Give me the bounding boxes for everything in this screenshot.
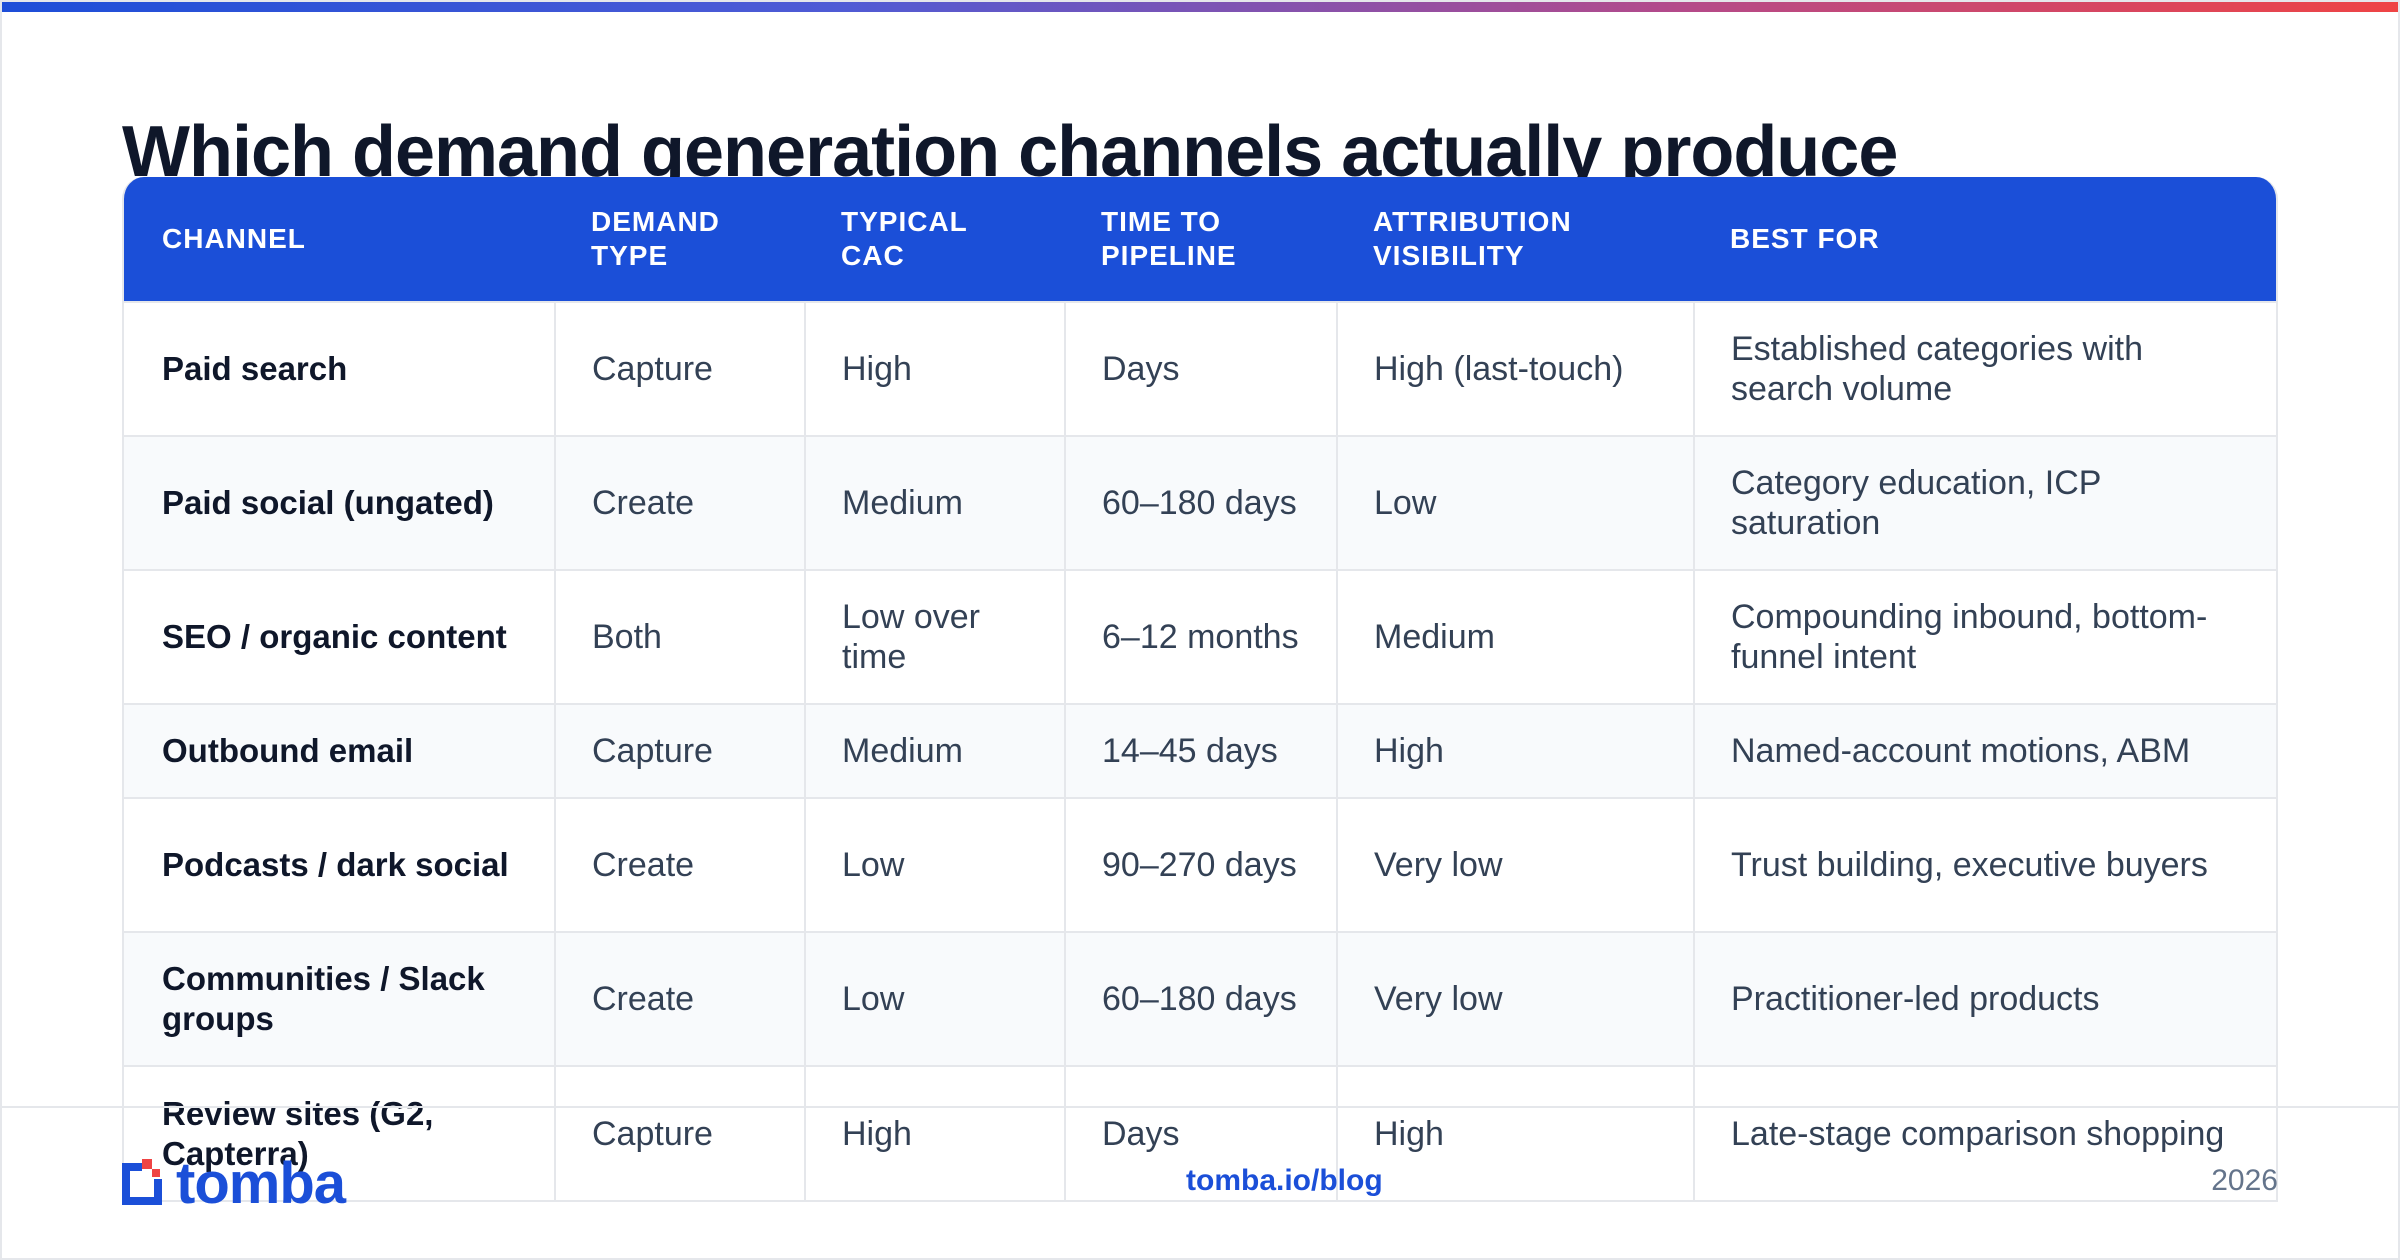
cell-channel: Review sites (G2, Capterra) [124,1065,556,1200]
logo-wordmark: tomba [176,1151,346,1216]
cell-time-to-pipeline: Days [1065,1065,1338,1200]
cell-channel: Podcasts / dark social [124,797,556,932]
footer-divider [0,1106,2400,1108]
cell-best-for: Compounding inbound, bottom-funnel inten… [1694,569,2276,704]
header-line: ATTRIBUTION [1373,206,1572,237]
cell-typical-cac: High [805,301,1066,436]
blog-link[interactable]: tomba.io/blog [1186,1164,1383,1197]
cell-demand-type: Capture [555,301,806,436]
header-line: TIME TO [1101,206,1222,237]
cell-attribution: Very low [1337,797,1695,932]
cell-demand-type: Capture [555,703,806,798]
cell-time-to-pipeline: 90–270 days [1065,797,1338,932]
top-gradient-bar [0,0,2400,12]
header-line: CHANNEL [162,223,306,254]
cell-best-for: Established categories with search volum… [1694,301,2276,436]
cell-typical-cac: Low [805,931,1066,1066]
cell-time-to-pipeline: 14–45 days [1065,703,1338,798]
cell-demand-type: Capture [555,1065,806,1200]
cell-demand-type: Create [555,435,806,570]
cell-best-for: Trust building, executive buyers [1694,797,2276,932]
channels-table: CHANNEL DEMAND TYPE TYPICAL CAC TIME TO PIP… [124,177,2276,1200]
cell-typical-cac: Low over time [805,569,1066,704]
header-line: TYPICAL [841,206,968,237]
cell-time-to-pipeline: Days [1065,301,1338,436]
cell-channel: Paid social (ungated) [124,435,556,570]
cell-attribution: Medium [1337,569,1695,704]
cell-typical-cac: Medium [805,703,1066,798]
cell-typical-cac: Medium [805,435,1066,570]
cell-best-for: Named-account motions, ABM [1694,703,2276,798]
table-row: Paid search Capture High Days High (last… [124,301,2276,436]
header-line: CAC [841,240,905,271]
cell-best-for: Late-stage comparison shopping [1694,1065,2276,1200]
header-line: PIPELINE [1101,240,1237,271]
header-line: VISIBILITY [1373,240,1525,271]
cell-attribution: High [1337,703,1695,798]
title-clip: Which demand generation channels actuall… [122,108,2272,178]
cell-typical-cac: High [805,1065,1066,1200]
page-title: Which demand generation channels actuall… [122,112,1898,178]
footer-year: 2026 [2211,1164,2278,1197]
header-channel: CHANNEL [124,177,555,302]
header-line: DEMAND [591,206,720,237]
cell-demand-type: Both [555,569,806,704]
header-attribution-visibility: ATTRIBUTION VISIBILITY [1337,177,1694,302]
table-row: Podcasts / dark social Create Low 90–270… [124,797,2276,932]
cell-typical-cac: Low [805,797,1066,932]
cell-time-to-pipeline: 60–180 days [1065,435,1338,570]
cell-attribution: Low [1337,435,1695,570]
cell-channel: Communities / Slack groups [124,931,556,1066]
cell-attribution: High [1337,1065,1695,1200]
header-demand-type: DEMAND TYPE [555,177,805,302]
cell-channel: Outbound email [124,703,556,798]
cell-time-to-pipeline: 60–180 days [1065,931,1338,1066]
cell-channel: SEO / organic content [124,569,556,704]
table-header: CHANNEL DEMAND TYPE TYPICAL CAC TIME TO PIP… [124,177,2276,302]
table-row: Paid social (ungated) Create Medium 60–1… [124,435,2276,570]
cell-attribution: High (last-touch) [1337,301,1695,436]
cell-demand-type: Create [555,797,806,932]
header-line: BEST FOR [1730,223,1880,254]
cell-best-for: Category education, ICP saturation [1694,435,2276,570]
table-body: Paid search Capture High Days High (last… [124,301,2276,1200]
cell-channel: Paid search [124,301,556,436]
cell-best-for: Practitioner-led products [1694,931,2276,1066]
header-typical-cac: TYPICAL CAC [805,177,1065,302]
table-row: Review sites (G2, Capterra) Capture High… [124,1065,2276,1200]
header-best-for: BEST FOR [1694,177,2276,302]
header-time-to-pipeline: TIME TO PIPELINE [1065,177,1337,302]
cell-demand-type: Create [555,931,806,1066]
cell-time-to-pipeline: 6–12 months [1065,569,1338,704]
tomba-logo-icon [122,1159,162,1205]
tomba-logo[interactable]: tomba [122,1151,346,1216]
header-row: CHANNEL DEMAND TYPE TYPICAL CAC TIME TO PIP… [124,177,2276,302]
table-row: Outbound email Capture Medium 14–45 days… [124,703,2276,798]
header-line: TYPE [591,240,669,271]
channels-table-container: CHANNEL DEMAND TYPE TYPICAL CAC TIME TO PIP… [122,177,2278,1202]
cell-attribution: Very low [1337,931,1695,1066]
table-row: SEO / organic content Both Low over time… [124,569,2276,704]
table-row: Communities / Slack groups Create Low 60… [124,931,2276,1066]
